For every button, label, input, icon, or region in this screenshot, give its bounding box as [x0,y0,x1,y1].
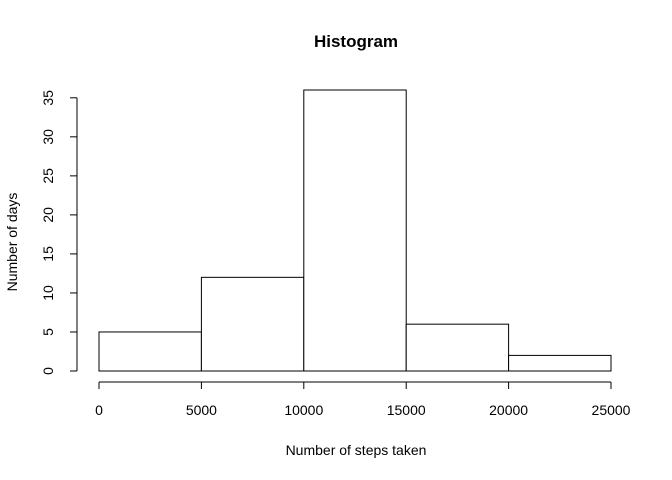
y-tick-label: 25 [40,168,56,184]
x-axis: 0 5000 10000 15000 20000 25000 [95,381,631,418]
y-tick-label: 0 [40,367,56,375]
y-tick-label: 5 [40,328,56,336]
chart-title: Histogram [314,32,398,51]
x-tick-label: 5000 [186,402,217,418]
x-tick-label: 10000 [284,402,323,418]
x-axis-label: Number of steps taken [286,442,427,458]
histogram-bar-2 [303,89,407,372]
y-tick-label: 15 [40,246,56,262]
y-tick-label: 10 [40,285,56,301]
x-tick-label: 0 [95,402,103,418]
y-tick-label: 35 [40,90,56,106]
bars-group [98,89,612,372]
y-tick-label: 20 [40,207,56,223]
histogram-bar-3 [405,323,510,372]
x-tick-label: 25000 [592,402,631,418]
x-tick-label: 15000 [387,402,426,418]
histogram-bar-4 [508,354,612,372]
y-axis: 0 5 10 15 20 25 30 35 [40,90,78,375]
histogram-bar-1 [200,276,305,372]
y-tick-label: 30 [40,129,56,145]
histogram-bar-0 [98,331,202,372]
x-tick-label: 20000 [489,402,528,418]
y-axis-label: Number of days [4,193,20,292]
